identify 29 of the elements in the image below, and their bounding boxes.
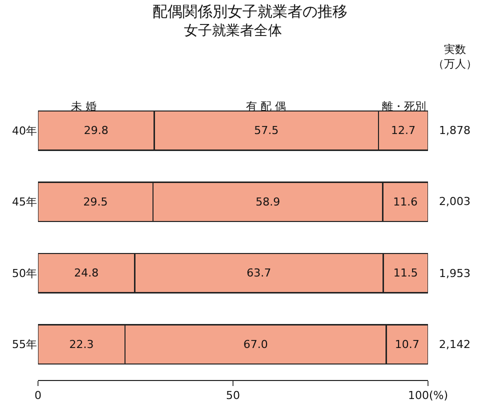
series-label: 離・死別 bbox=[382, 100, 426, 113]
text: 2,003 bbox=[439, 195, 470, 208]
text: 1,953 bbox=[439, 267, 470, 280]
data-label: 10.7 bbox=[394, 338, 420, 351]
data-label: 29.8 bbox=[84, 124, 108, 138]
y-tick-label: 40年 bbox=[12, 124, 37, 138]
series-label: 有 配 偶 bbox=[246, 100, 286, 113]
x-tick-label: 0 bbox=[34, 389, 42, 402]
y-tick-label: 45年 bbox=[12, 196, 37, 209]
data-label: 57.5 bbox=[254, 124, 279, 138]
chart-subtitle: 女子就業者全体 bbox=[184, 23, 282, 39]
x-tick-label: 100(%) bbox=[408, 389, 448, 402]
x-tick-label: 50 bbox=[226, 389, 240, 402]
data-label: 29.5 bbox=[83, 195, 108, 208]
chart-title: 配偶関係別女子就業者の推移 bbox=[152, 2, 348, 21]
text: 2,142 bbox=[439, 338, 470, 351]
data-label: 22.3 bbox=[69, 338, 94, 351]
text: 実数（万人） bbox=[433, 43, 477, 70]
y-tick-label: 50年 bbox=[12, 266, 37, 280]
data-label: 63.7 bbox=[246, 266, 272, 280]
data-label: 24.8 bbox=[74, 266, 99, 280]
data-label: 58.9 bbox=[256, 195, 280, 208]
data-label: 11.5 bbox=[393, 266, 418, 280]
data-label: 67.0 bbox=[243, 338, 268, 351]
series-label: 未 婚 bbox=[71, 100, 96, 113]
data-label: 12.7 bbox=[390, 124, 416, 138]
y-tick-label: 55年 bbox=[12, 338, 37, 352]
text: 1,878 bbox=[439, 124, 470, 137]
data-label: 11.6 bbox=[393, 195, 418, 208]
